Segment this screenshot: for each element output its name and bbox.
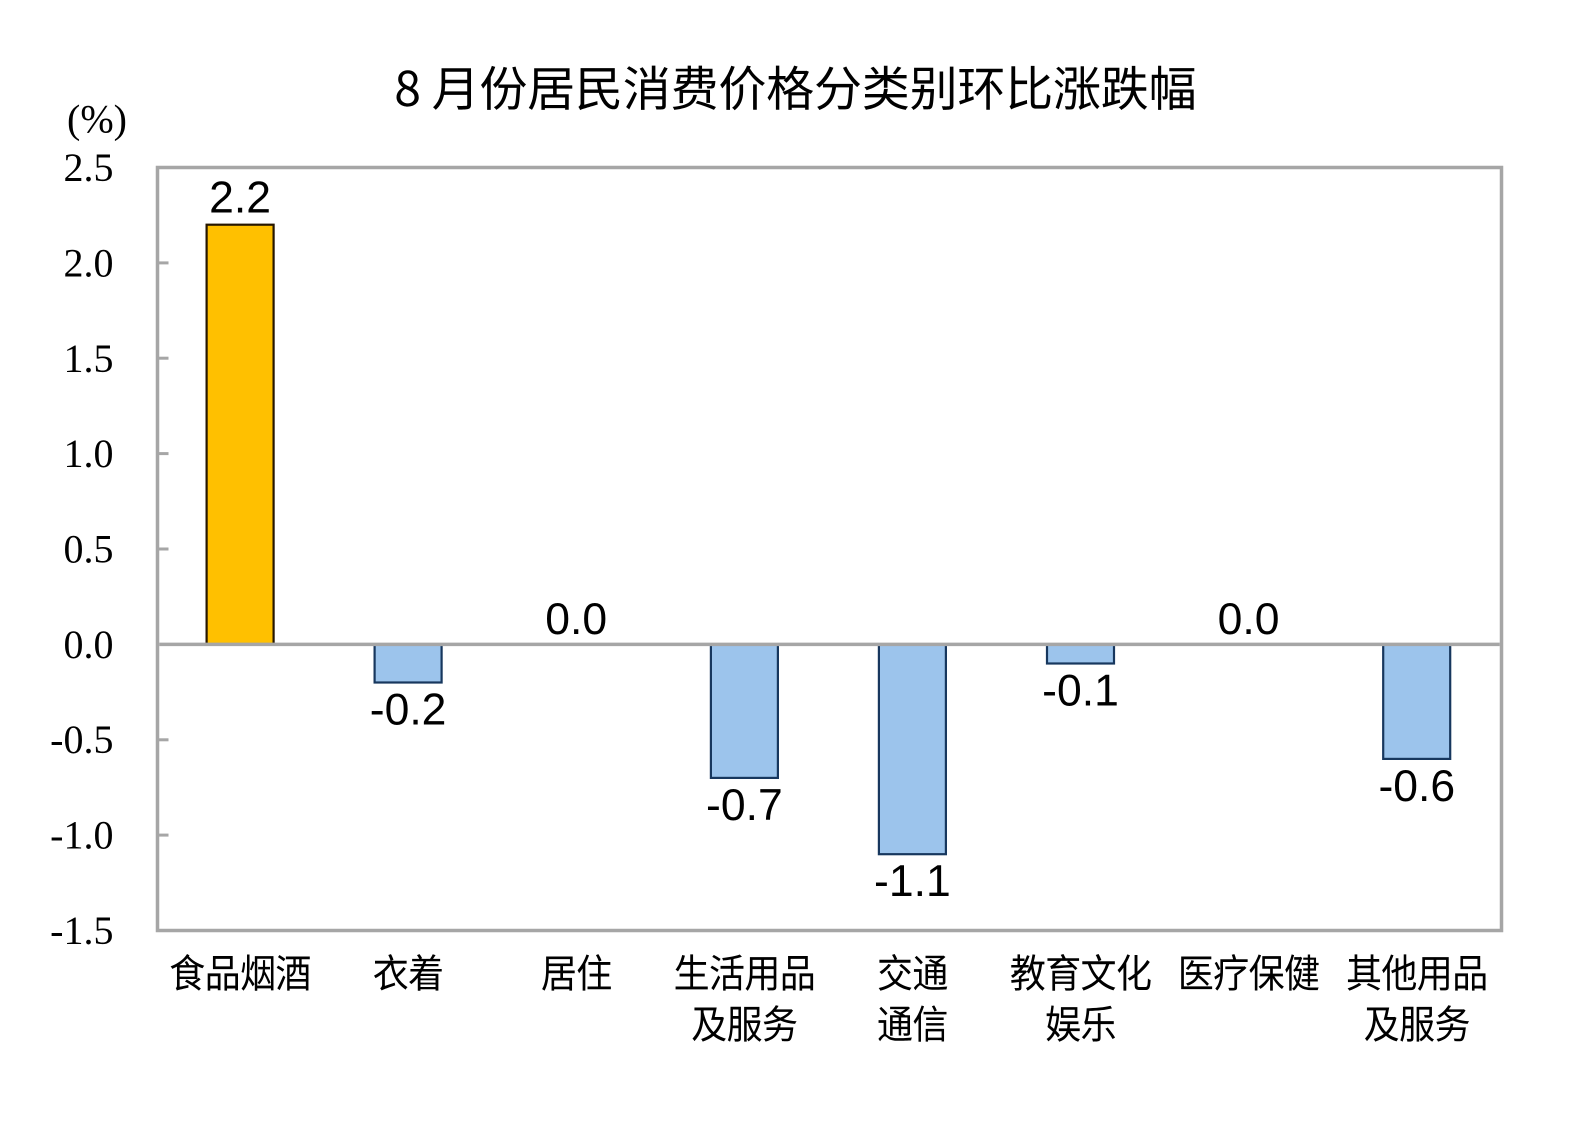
svg-text:0.0: 0.0 xyxy=(545,595,607,644)
svg-text:-0.6: -0.6 xyxy=(1378,762,1455,811)
svg-text:-0.7: -0.7 xyxy=(706,781,783,830)
svg-text:1.0: 1.0 xyxy=(64,431,114,476)
svg-text:-1.1: -1.1 xyxy=(874,857,951,906)
svg-text:-1.5: -1.5 xyxy=(50,908,113,953)
svg-text:2.2: 2.2 xyxy=(209,174,271,223)
svg-text:-0.5: -0.5 xyxy=(50,717,113,762)
svg-text:(%): (%) xyxy=(67,97,127,142)
svg-text:2.0: 2.0 xyxy=(64,240,114,285)
svg-text:-0.2: -0.2 xyxy=(370,686,447,735)
svg-text:-0.1: -0.1 xyxy=(1042,667,1119,716)
svg-text:2.5: 2.5 xyxy=(64,145,114,190)
svg-text:0.0: 0.0 xyxy=(64,622,114,667)
svg-text:1.5: 1.5 xyxy=(64,336,114,381)
svg-text:0.5: 0.5 xyxy=(64,527,114,572)
svg-text:-1.0: -1.0 xyxy=(50,813,113,858)
svg-text:0.0: 0.0 xyxy=(1218,595,1280,644)
